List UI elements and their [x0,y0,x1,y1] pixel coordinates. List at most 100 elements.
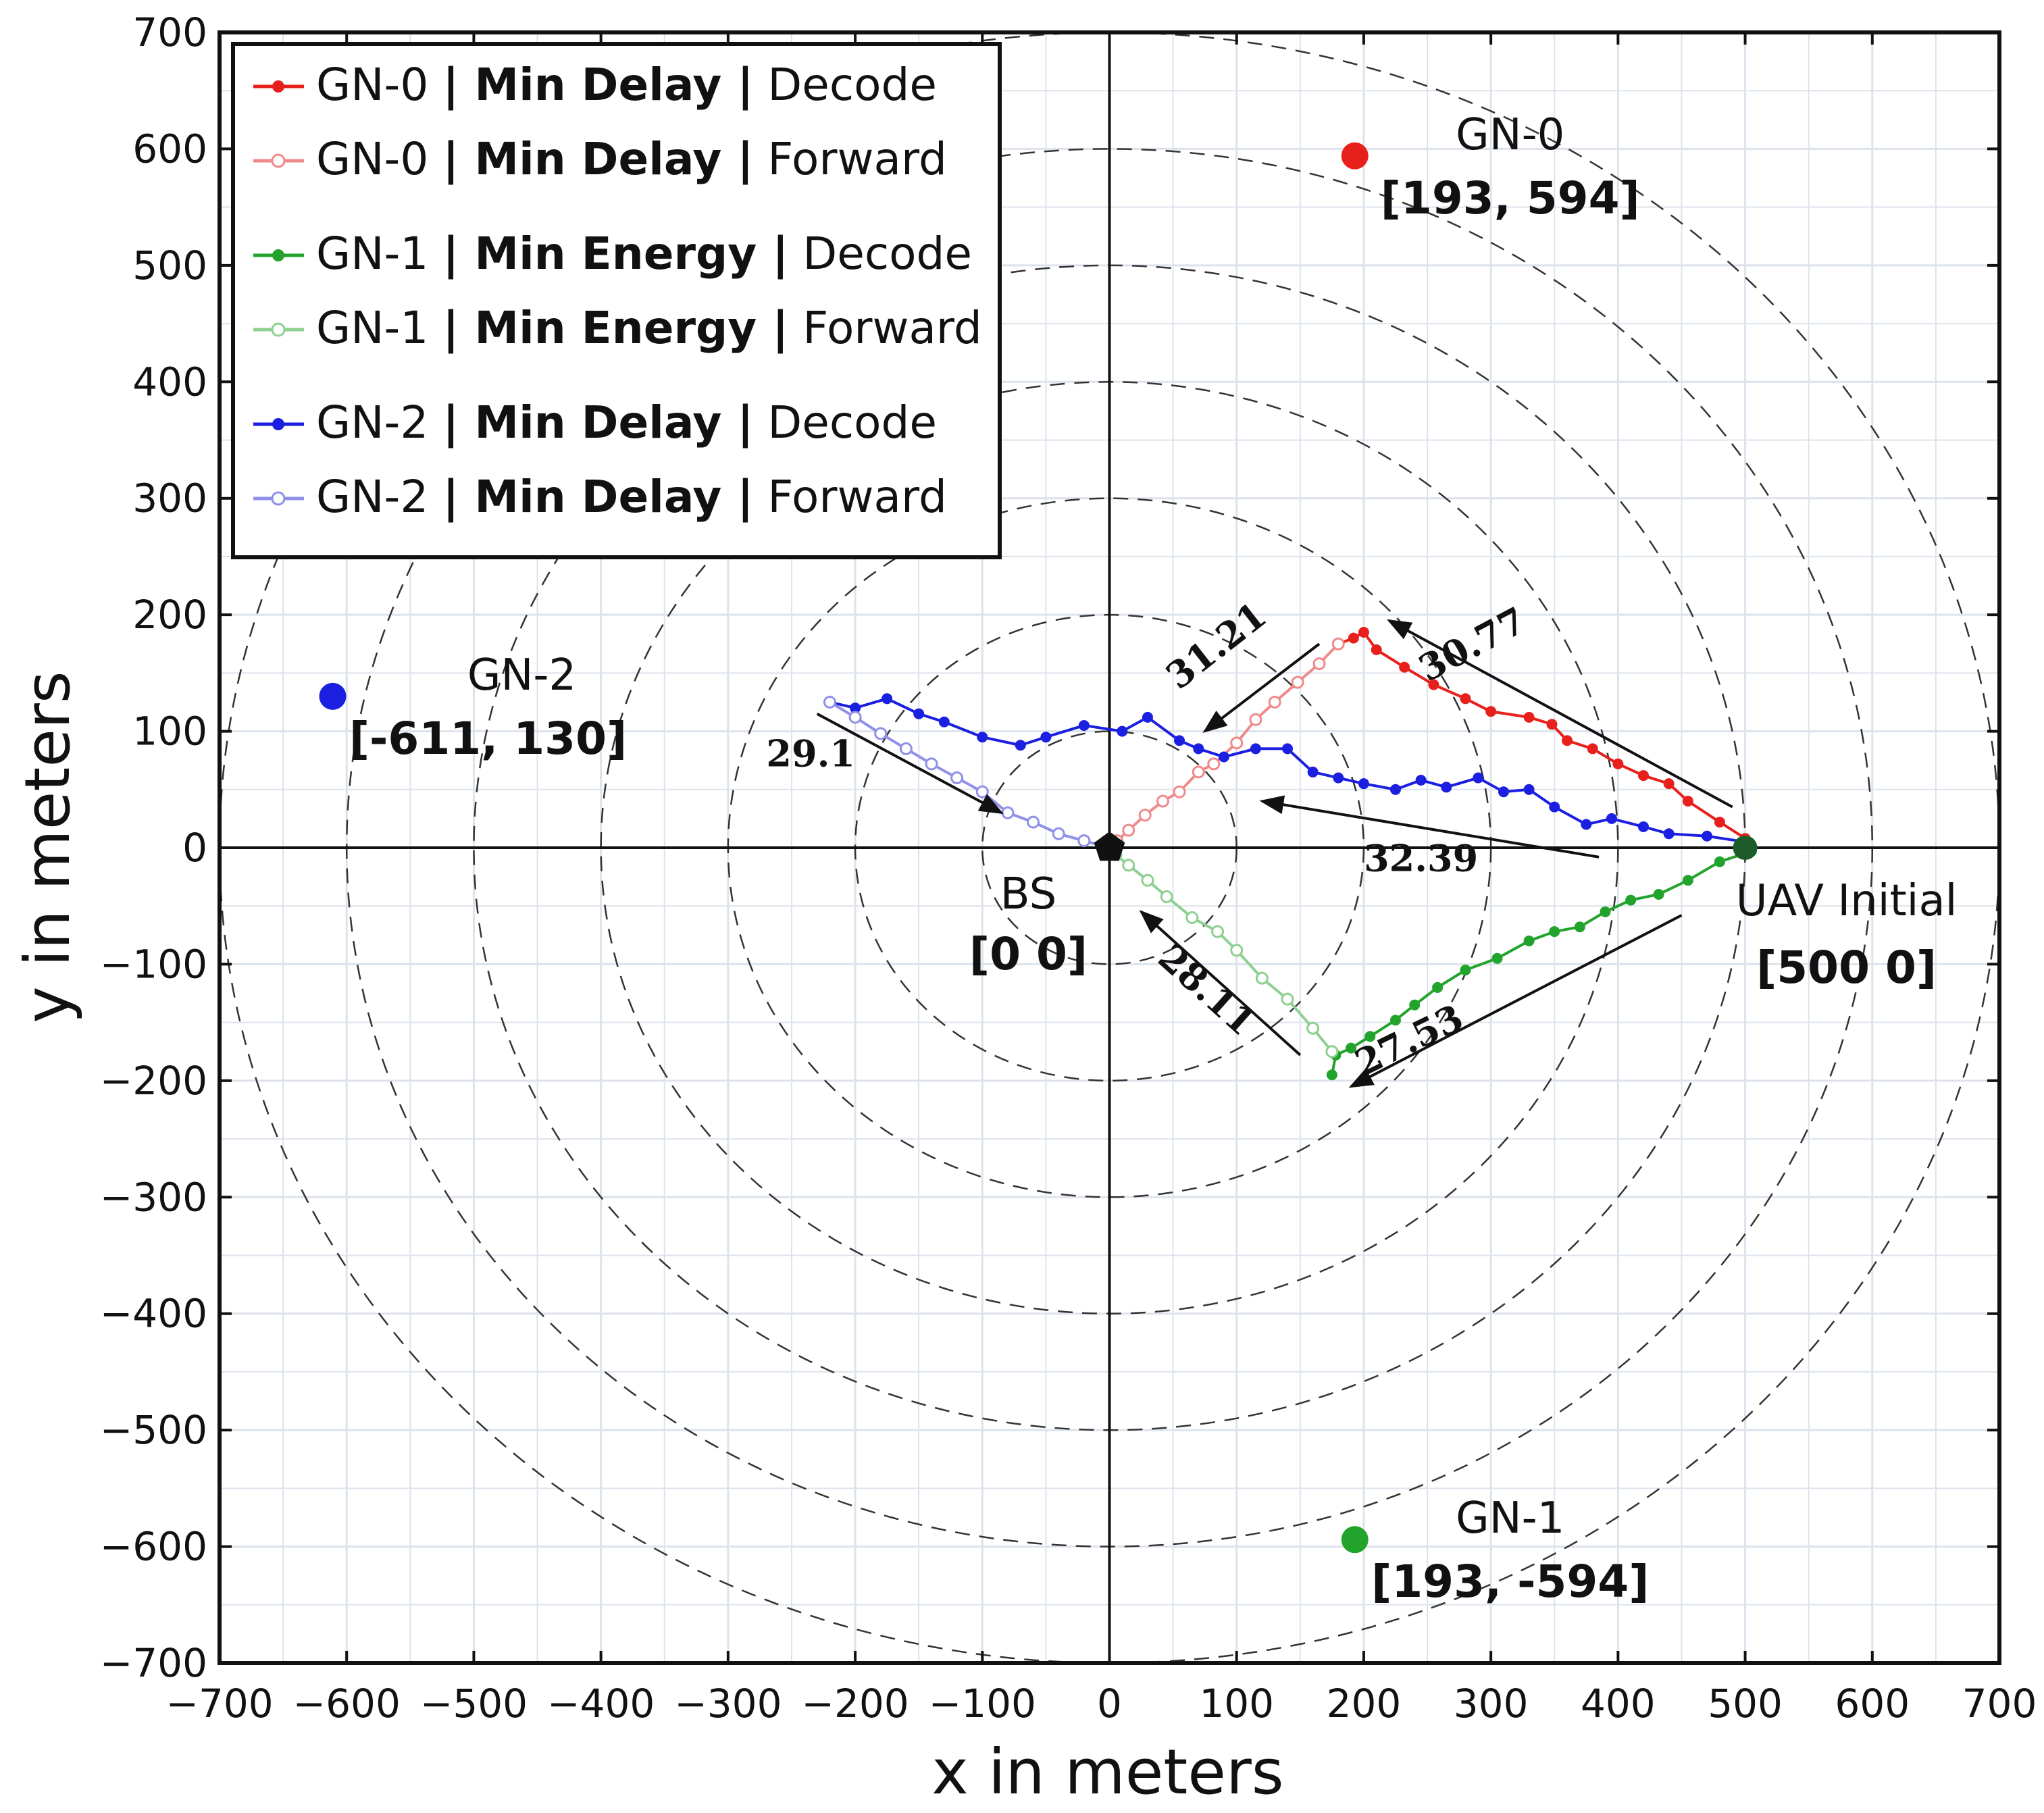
series-point [950,771,964,785]
series-point [1218,751,1229,763]
annotation-arrow [1259,795,1600,859]
series-point [1498,786,1509,798]
legend-label-part: | Min Delay | [442,59,753,111]
legend-entry-4: GN-2 | Min Delay | Decode [253,397,937,449]
node-1: GN-1 [193, -594] [1341,1493,1649,1608]
annotation-label: 28.11 [1150,936,1264,1044]
series-point [1638,821,1649,832]
node-marker [1341,1526,1369,1554]
legend-swatch-marker [271,491,286,506]
series-point [1663,778,1675,790]
node-coords: [193, 594] [1381,172,1640,224]
node-label: GN-0 [1456,110,1564,160]
series-point [1562,735,1573,746]
x-tick-label: −700 [165,1681,273,1727]
y-tick-label: 300 [132,476,207,521]
series-point [1653,888,1664,900]
series-point [1173,785,1186,798]
node-label: GN-2 [467,650,576,700]
series-point [1210,925,1224,938]
legend-label-part: Decode [788,228,972,280]
node-label: GN-1 [1456,1493,1564,1543]
annotation-arrow [1202,642,1321,733]
y-tick-label: 100 [132,709,207,755]
y-tick-label: −500 [100,1407,207,1453]
legend-label-part: | Min Delay | [442,397,753,449]
series-point [925,757,938,771]
node-0: GN-0 [193, 594] [1341,110,1640,224]
series-point [1192,765,1205,779]
legend-label-part: | Min Delay | [442,471,753,524]
legend-label-part: | Min Delay | [442,133,753,186]
legend-label-part: | Min Energy | [442,228,788,280]
legend-label-part: Forward [753,471,946,523]
annotation-label: 29.1 [766,732,855,775]
series-point [1138,809,1152,822]
y-tick-label: −300 [100,1174,207,1220]
series-point [1625,894,1637,906]
series-point [1606,813,1617,824]
series-point [913,708,925,719]
series-point [1331,637,1345,650]
annotation-label: 32.39 [1364,836,1478,879]
bs-marker [1094,832,1125,861]
series-point [1040,732,1052,743]
series-4 [824,693,1751,848]
y-tick-label: 700 [132,9,207,55]
node-label: UAV Initial [1736,876,1958,926]
annotation-2: 32.39 [1259,795,1600,879]
legend-label-part: Forward [788,302,981,354]
x-tick-label: 100 [1199,1681,1274,1727]
node-marker [319,682,347,710]
legend-label-part: Decode [753,397,937,449]
series-point [1325,1045,1339,1058]
series-point [1230,944,1244,957]
series-point [1714,817,1725,828]
series-point [874,727,888,740]
series-3 [1103,841,1339,1058]
legend-entry-1: GN-0 | Min Delay | Forward [253,133,947,186]
series-point [1001,806,1015,819]
x-tick-label: −300 [674,1681,782,1727]
series-point [1399,661,1410,673]
annotations: 30.77 31.21 32.39 29.1 28.11 27.53 [766,593,1733,1088]
node-4: UAV Initial [500 0] [1733,836,1958,994]
series-point [1549,801,1560,813]
series-point [1581,819,1592,830]
series-point [1077,834,1091,848]
series-point [1250,743,1261,755]
series-point [1193,743,1204,755]
series-point [1389,784,1401,795]
series-point [848,711,862,724]
legend-label-part: GN-2 [316,471,442,523]
x-tick-label: 400 [1581,1681,1656,1727]
legend-swatch-marker [272,418,284,430]
legend-label-part: GN-0 [316,59,442,111]
series-point [1714,856,1725,867]
series-point [1333,772,1344,784]
series-point [1174,735,1185,746]
series-point [938,716,950,727]
series-point [1268,695,1281,709]
legend-label: GN-1 | Min Energy | Forward [316,302,982,355]
series-point [1587,743,1598,755]
y-tick-label: 0 [182,825,207,871]
series-point [1523,935,1535,946]
series-point [1523,711,1535,723]
series-point [1052,827,1065,840]
legend-swatch-marker [272,249,284,261]
series-point [1185,911,1199,924]
x-tick-label: 300 [1454,1681,1529,1727]
annotation-arrow [1348,914,1683,1088]
legend-entry-2: GN-1 | Min Energy | Decode [253,228,972,280]
y-tick-label: −400 [100,1291,207,1337]
series-line [829,700,1110,849]
series-point [1358,778,1369,790]
legend-label-part: GN-0 [316,133,442,185]
y-tick-label: −200 [100,1058,207,1104]
series-point [1122,859,1135,872]
node-2: GN-2 [-611, 130] [319,650,627,765]
series-point [899,742,913,755]
